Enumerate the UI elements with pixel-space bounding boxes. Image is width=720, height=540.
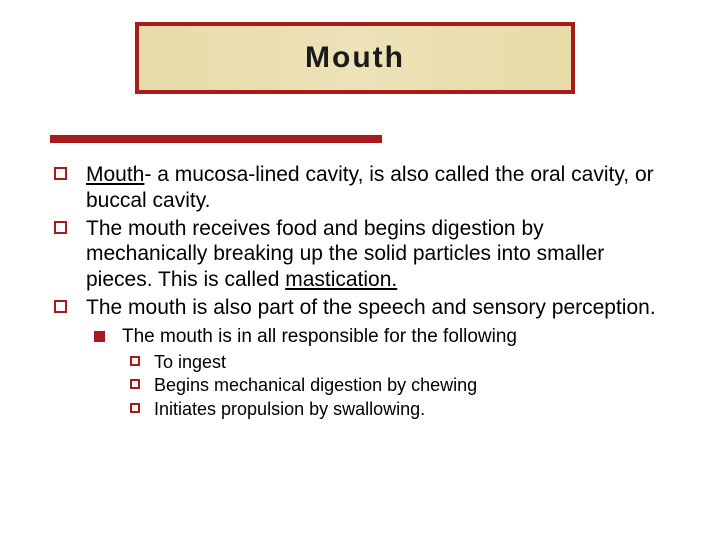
bullet-list: Mouth- a mucosa-lined cavity, is also ca… xyxy=(50,162,670,421)
bullet-item-2: The mouth receives food and begins diges… xyxy=(50,216,670,293)
square-open-icon xyxy=(130,379,140,389)
subsub-item-3: Initiates propulsion by swallowing. xyxy=(122,398,670,421)
subsub-item-1: To ingest xyxy=(122,351,670,374)
accent-bar xyxy=(50,135,382,143)
content-area: Mouth- a mucosa-lined cavity, is also ca… xyxy=(50,162,670,423)
bullet-3-text: The mouth is also part of the speech and… xyxy=(86,296,656,319)
bullet-item-3: The mouth is also part of the speech and… xyxy=(50,295,670,421)
square-open-icon xyxy=(130,356,140,366)
subsub-list: To ingest Begins mechanical digestion by… xyxy=(122,351,670,421)
square-open-icon xyxy=(130,403,140,413)
square-open-icon xyxy=(54,221,67,234)
bullet-item-1: Mouth- a mucosa-lined cavity, is also ca… xyxy=(50,162,670,214)
sub-list: The mouth is in all responsible for the … xyxy=(86,325,670,421)
bullet-2-mid: mastication. xyxy=(285,268,397,291)
subsub-item-2: Begins mechanical digestion by chewing xyxy=(122,374,670,397)
bullet-1-lead: Mouth xyxy=(86,163,144,186)
subsub-2-text: Begins mechanical digestion by chewing xyxy=(154,375,477,395)
square-open-icon xyxy=(54,300,67,313)
sub-1-text: The mouth is in all responsible for the … xyxy=(122,326,517,347)
subsub-1-text: To ingest xyxy=(154,352,226,372)
bullet-1-tail: - a mucosa-lined cavity, is also called … xyxy=(86,163,654,212)
subsub-3-text: Initiates propulsion by swallowing. xyxy=(154,399,425,419)
sub-item-1: The mouth is in all responsible for the … xyxy=(86,325,670,421)
square-open-icon xyxy=(54,167,67,180)
title-box: Mouth xyxy=(135,22,575,94)
slide-title: Mouth xyxy=(305,41,405,75)
square-filled-icon xyxy=(94,331,105,342)
